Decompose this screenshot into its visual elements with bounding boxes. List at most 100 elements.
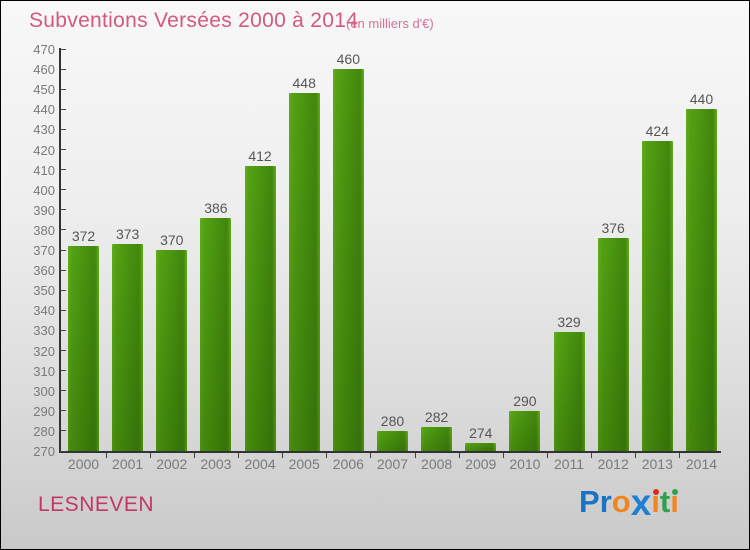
- proxiti-logo: Proxı tı: [579, 482, 679, 523]
- bar-2000: [68, 245, 99, 451]
- bar-value-label: 424: [645, 123, 669, 140]
- y-axis-tick: [60, 450, 66, 452]
- bar-2003: [200, 217, 232, 451]
- bar-value-label: 440: [689, 91, 714, 108]
- y-axis-tick: [60, 169, 66, 171]
- y-axis-tick-label: 270: [33, 444, 55, 459]
- y-axis-tick-label: 420: [33, 142, 55, 158]
- y-axis-tick: [60, 88, 66, 90]
- y-axis-tick: [60, 370, 66, 372]
- logo-letter-P: P: [579, 484, 600, 519]
- bar-value-label: 460: [336, 51, 360, 68]
- y-axis-tick-label: 300: [33, 383, 55, 399]
- x-axis-tick-label: 2004: [244, 456, 276, 472]
- y-axis-tick: [60, 209, 66, 211]
- x-axis-tick-label: 2008: [421, 456, 453, 472]
- bar-2005: [288, 93, 320, 451]
- y-axis-tick-label: 350: [33, 283, 55, 299]
- x-axis-tick-label: 2001: [112, 456, 144, 472]
- y-axis-tick-label: 320: [33, 343, 55, 359]
- x-axis-tick: [370, 453, 372, 458]
- x-axis-line: [59, 451, 721, 453]
- x-axis-tick: [149, 453, 151, 458]
- x-axis-tick: [502, 453, 504, 458]
- y-axis-tick-label: 450: [33, 82, 55, 98]
- bar-2002: [156, 250, 188, 451]
- y-axis-tick-label: 440: [33, 102, 55, 118]
- bar-2013: [641, 141, 673, 451]
- y-axis-tick-label: 340: [33, 303, 55, 319]
- logo-i-dot: [652, 489, 659, 495]
- y-axis-tick-label: 380: [33, 222, 55, 238]
- x-axis-tick-label: 2007: [376, 456, 409, 472]
- y-axis-tick: [60, 48, 66, 50]
- y-axis-tick-label: 430: [33, 122, 55, 138]
- y-axis-tick: [60, 390, 66, 392]
- bar-value-label: 329: [557, 314, 581, 331]
- y-axis-tick-label: 460: [33, 62, 55, 78]
- bar-value-label: 376: [601, 219, 625, 236]
- bar-value-label: 448: [292, 75, 316, 92]
- x-axis-tick-label: 2006: [332, 456, 364, 472]
- y-axis-tick: [60, 309, 66, 311]
- x-axis-tick-label: 2010: [509, 456, 541, 472]
- x-axis-tick: [237, 453, 239, 458]
- logo-letter-x: x: [630, 482, 652, 523]
- y-axis-tick-label: 310: [33, 363, 55, 379]
- bar-2010: [509, 410, 541, 451]
- bar-2014: [685, 109, 717, 451]
- logo-letter-r: r: [599, 484, 612, 519]
- y-axis-tick: [60, 269, 66, 271]
- city-label: LESNEVEN: [38, 493, 155, 516]
- y-axis-tick-label: 400: [33, 182, 55, 198]
- page-title: Subventions Versées 2000 à 2014: [29, 9, 359, 32]
- bar-value-label: 412: [248, 147, 272, 164]
- y-axis-tick: [60, 410, 66, 412]
- page-subtitle: (en milliers d'€): [346, 16, 434, 31]
- y-axis-tick-label: 410: [33, 162, 55, 178]
- y-axis-tick-label: 290: [33, 403, 55, 419]
- x-axis-tick: [635, 453, 637, 458]
- bar-2001: [112, 243, 144, 451]
- bar-value-label: 372: [71, 227, 96, 244]
- y-axis-tick: [60, 189, 66, 191]
- bar-2011: [553, 332, 585, 451]
- bar-value-label: 282: [424, 408, 449, 425]
- bar-value-label: 280: [380, 412, 405, 429]
- x-axis-tick-label: 2014: [685, 456, 718, 472]
- y-axis-tick: [60, 430, 66, 432]
- y-axis-tick-label: 360: [33, 263, 55, 279]
- x-axis-tick: [458, 453, 460, 458]
- logo-letter-t: t: [659, 484, 671, 519]
- bar-2006: [332, 69, 364, 451]
- bar-value-label: 274: [469, 424, 493, 441]
- x-axis-tick: [193, 453, 195, 458]
- x-axis-tick: [326, 453, 328, 458]
- x-axis-tick-label: 2003: [200, 456, 232, 472]
- bar-value-label: 370: [160, 232, 184, 248]
- x-axis-tick-label: 2002: [156, 456, 188, 472]
- y-axis-tick-label: 370: [33, 243, 55, 258]
- y-axis-tick-label: 390: [33, 202, 55, 218]
- bar-2009: [465, 442, 497, 451]
- x-axis-tick: [679, 453, 681, 458]
- y-axis-tick: [60, 128, 66, 130]
- y-axis-tick: [60, 329, 66, 331]
- bar-value-label: 386: [204, 199, 228, 216]
- logo-letter-i: ı: [670, 484, 679, 519]
- y-axis-tick: [60, 249, 66, 251]
- logo-letter-o: o: [611, 484, 631, 519]
- y-axis-tick: [60, 108, 66, 110]
- logo-i-dot: [671, 489, 678, 495]
- x-axis-tick: [546, 453, 548, 458]
- x-axis-tick-label: 2000: [67, 456, 100, 472]
- x-axis-tick-label: 2005: [288, 456, 320, 472]
- bar-2012: [597, 237, 629, 451]
- y-axis-tick: [60, 68, 66, 70]
- bar-value-label: 290: [513, 392, 537, 409]
- y-axis-tick: [60, 289, 66, 291]
- x-axis-tick: [414, 453, 416, 458]
- y-axis-tick: [60, 149, 66, 150]
- bar-2007: [376, 430, 408, 451]
- y-axis-tick: [60, 229, 66, 231]
